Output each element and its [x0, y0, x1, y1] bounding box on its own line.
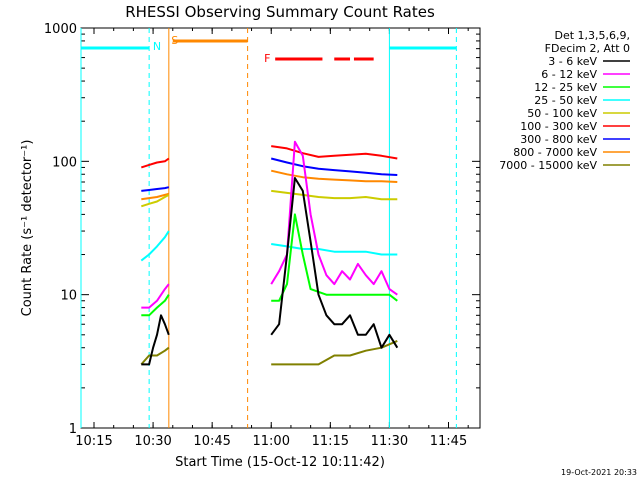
series-line	[141, 192, 170, 201]
series-line	[140, 157, 170, 169]
x-tick-label: 10:15	[75, 434, 112, 449]
plot-area: 10:15 10:30 10:45 11:00 11:15 11:30 11:45 1 10 10…	[44, 22, 481, 449]
series-line	[140, 346, 170, 366]
annotation-marker: S	[171, 34, 178, 47]
x-tick-label: 11:00	[253, 434, 290, 449]
chart-title: RHESSI Observing Summary Count Rates	[125, 3, 435, 21]
plot-frame	[80, 27, 481, 429]
series-line	[270, 157, 398, 176]
x-tick-label: 11:45	[430, 434, 467, 449]
series-line	[141, 314, 170, 366]
x-tick-label: 10:30	[134, 434, 171, 449]
series-line	[141, 186, 170, 192]
legend-label: 25 - 50 keV	[534, 94, 597, 107]
annotation-marker: N	[153, 40, 161, 53]
legend-label: 800 - 7000 keV	[513, 146, 597, 159]
x-tick-label: 11:30	[371, 434, 408, 449]
legend: Det 1,3,5,6,9,FDecim 2, Att 03 - 6 keV6 …	[499, 29, 630, 172]
series-line	[141, 294, 170, 317]
x-tick-label: 11:15	[312, 434, 349, 449]
y-tick-label: 100	[52, 155, 77, 170]
legend-header: Det 1,3,5,6,9,	[554, 29, 630, 42]
footer-timestamp: 19-Oct-2021 20:33	[561, 468, 637, 477]
y-axis-label: Count Rate (s⁻¹ detector⁻¹)	[20, 140, 35, 317]
legend-label: 7000 - 15000 keV	[499, 159, 597, 172]
y-tick-label: 1000	[44, 22, 77, 37]
x-axis-label: Start Time (15-Oct-12 10:11:42)	[175, 455, 385, 470]
y-tick-label: 1	[69, 422, 77, 437]
y-tick-label: 10	[60, 289, 77, 304]
series-line	[141, 283, 170, 309]
series-line	[271, 145, 398, 160]
series-line	[270, 169, 398, 183]
legend-label: 100 - 300 keV	[520, 120, 597, 133]
series-line	[271, 243, 398, 256]
legend-label: 6 - 12 keV	[541, 68, 597, 81]
x-tick-label: 10:45	[193, 434, 230, 449]
series-line	[271, 339, 398, 366]
series-line	[270, 177, 399, 349]
series-line	[140, 194, 170, 208]
legend-header: FDecim 2, Att 0	[545, 42, 630, 55]
series-line	[270, 140, 398, 296]
legend-label: 3 - 6 keV	[548, 55, 597, 68]
legend-label: 12 - 25 keV	[534, 81, 597, 94]
legend-label: 50 - 100 keV	[527, 107, 597, 120]
annotation-marker: F	[264, 52, 270, 65]
legend-label: 300 - 800 keV	[520, 133, 597, 146]
series-line	[140, 230, 170, 262]
